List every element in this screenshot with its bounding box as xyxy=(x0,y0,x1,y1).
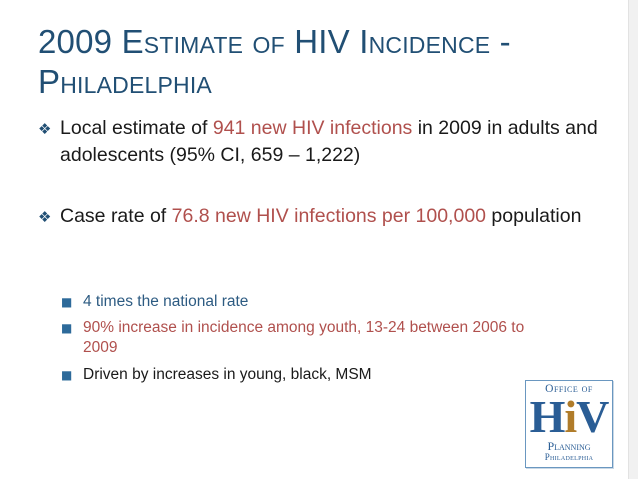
bullet-post-text: in 2009 in adults and adolescents (95% C… xyxy=(60,117,598,166)
sub-bullet-text: Driven by increases in young, black, MSM xyxy=(83,366,372,383)
sub-bullet-youth-increase: ■ 90% increase in incidence among youth,… xyxy=(61,318,541,358)
bullet-text: Local estimate of 941 new HIV infections… xyxy=(60,115,598,169)
square-bullet-icon: ■ xyxy=(61,368,73,382)
sub-bullet-driven-by: ■ Driven by increases in young, black, M… xyxy=(61,365,541,385)
diamond-bullet-icon: ❖ xyxy=(38,120,52,138)
sub-bullet-text: 4 times the national rate xyxy=(83,293,249,310)
logo-hiv-letters: HiV xyxy=(526,393,612,441)
bullet-highlight-text: 941 new HIV infections xyxy=(212,117,413,139)
slide-title: 2009 Estimate of HIV Incidence - Philade… xyxy=(38,22,598,102)
title-line-2: Philadelphia xyxy=(38,63,212,100)
title-line-1: 2009 Estimate of HIV Incidence - xyxy=(38,23,511,60)
bullet-pre-text: Case rate of xyxy=(60,205,172,227)
logo-letter-i: i xyxy=(564,391,577,442)
office-hiv-planning-logo: Office of HiV Planning Philadelphia xyxy=(525,380,613,468)
bullet-text: Case rate of 76.8 new HIV infections per… xyxy=(60,203,598,230)
slide-right-border xyxy=(628,0,638,479)
logo-line-office-of: Office of xyxy=(545,383,593,395)
logo-letter-v: V xyxy=(576,391,609,442)
bullet-pre-text: Local estimate of xyxy=(60,117,213,139)
diamond-bullet-icon: ❖ xyxy=(38,208,52,226)
bullet-local-estimate: ❖ Local estimate of 941 new HIV infectio… xyxy=(38,115,598,169)
bullet-highlight-text: 76.8 new HIV infections per 100,000 xyxy=(171,205,487,227)
logo-line-philadelphia: Philadelphia xyxy=(544,452,594,462)
sub-bullet-national-rate: ■ 4 times the national rate xyxy=(61,292,541,312)
logo-line-planning: Planning xyxy=(547,439,591,453)
bullet-case-rate: ❖ Case rate of 76.8 new HIV infections p… xyxy=(38,203,598,230)
bullet-post-text: population xyxy=(486,205,582,227)
square-bullet-icon: ■ xyxy=(61,321,73,335)
sub-bullet-text: 90% increase in incidence among youth, 1… xyxy=(83,319,525,356)
logo-letter-h: H xyxy=(529,391,566,442)
square-bullet-icon: ■ xyxy=(61,295,73,309)
